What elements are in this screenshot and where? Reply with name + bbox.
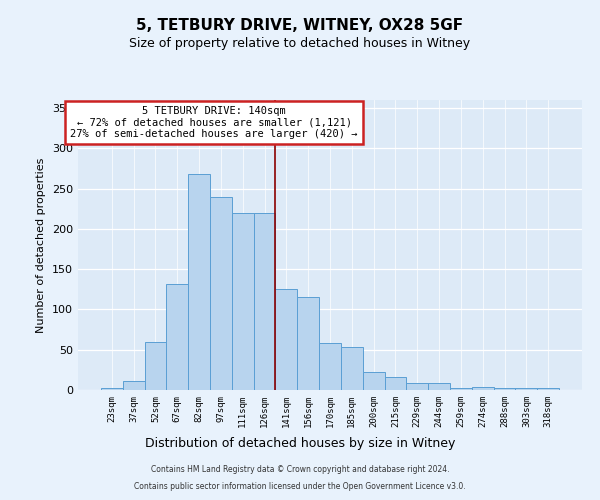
Bar (145, 342, 166, 390)
Text: Contains public sector information licensed under the Open Government Licence v3: Contains public sector information licen… (134, 482, 466, 491)
Text: 5, TETBURY DRIVE, WITNEY, OX28 5GF: 5, TETBURY DRIVE, WITNEY, OX28 5GF (136, 18, 464, 32)
Text: Contains HM Land Registry data © Crown copyright and database right 2024.: Contains HM Land Registry data © Crown c… (151, 466, 449, 474)
Bar (232, 213, 254, 390)
Bar (123, 381, 145, 390)
Bar (363, 372, 385, 390)
Bar (254, 213, 275, 390)
Bar (341, 346, 363, 390)
Bar (297, 298, 319, 390)
Bar (515, 388, 537, 390)
Bar (472, 387, 494, 390)
Bar (406, 383, 428, 390)
Bar (450, 388, 472, 390)
Bar (101, 388, 123, 390)
Bar (166, 284, 188, 390)
Bar (319, 344, 341, 390)
Bar (188, 174, 210, 390)
Bar (494, 388, 515, 390)
Text: Size of property relative to detached houses in Witney: Size of property relative to detached ho… (130, 38, 470, 51)
Bar (210, 198, 232, 390)
Text: 5 TETBURY DRIVE: 140sqm
← 72% of detached houses are smaller (1,121)
27% of semi: 5 TETBURY DRIVE: 140sqm ← 72% of detache… (70, 106, 358, 139)
Y-axis label: Number of detached properties: Number of detached properties (37, 158, 46, 332)
Bar (275, 290, 297, 390)
Text: Distribution of detached houses by size in Witney: Distribution of detached houses by size … (145, 438, 455, 450)
Bar (385, 377, 406, 390)
Bar (537, 388, 559, 390)
Bar (428, 383, 450, 390)
